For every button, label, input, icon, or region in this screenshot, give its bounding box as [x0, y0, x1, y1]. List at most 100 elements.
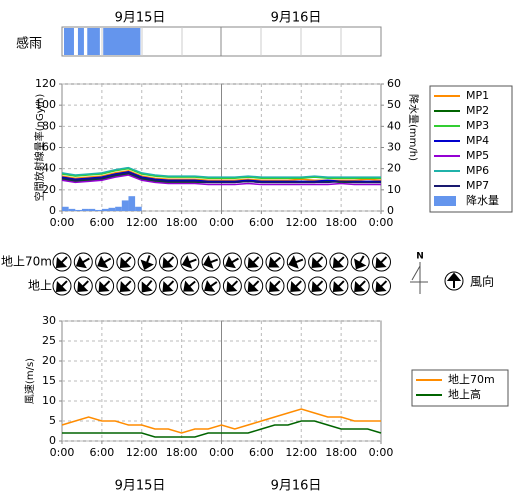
- x-tick-label: 0:00: [369, 216, 394, 229]
- y-tick-label: 40: [42, 162, 56, 175]
- y-tick-label: 5: [49, 414, 56, 427]
- wind-arrow: [183, 280, 196, 292]
- y-tick-label: 20: [42, 183, 56, 196]
- wind-arrow: [354, 280, 366, 293]
- series-line: [62, 420, 382, 438]
- series-line: [61, 408, 381, 434]
- legend-label: MP1: [466, 89, 489, 102]
- wind-arrow: [119, 280, 132, 293]
- x-tick-label: 12:00: [126, 446, 158, 459]
- north-label: N: [416, 252, 424, 262]
- precipitation-bar: [121, 200, 129, 211]
- y-tick-label: 0: [49, 434, 56, 447]
- x-tick-label: 0:00: [209, 216, 234, 229]
- wind-arrow: [226, 280, 239, 293]
- x-tick-label: 6:00: [249, 446, 274, 459]
- y2-tick-label: 60: [387, 77, 401, 90]
- x-tick-label: 18:00: [166, 216, 198, 229]
- wind-arrow: [247, 256, 260, 269]
- wind-legend-icon: [444, 271, 464, 291]
- wind-row-label: 地上: [28, 279, 52, 293]
- wind-arrow: [268, 256, 282, 268]
- rain-sense-dividers: [101, 27, 342, 56]
- legend-label: MP4: [466, 134, 489, 147]
- wind-arrow: [119, 256, 132, 269]
- rain-sense-segment: [87, 28, 100, 55]
- y-tick-label: 0: [49, 204, 56, 217]
- x-tick-label: 0:00: [209, 446, 234, 459]
- rain-sense-segment: [103, 28, 141, 55]
- x-tick-label: 6:00: [90, 446, 115, 459]
- x-tick-label: 0:00: [369, 446, 394, 459]
- legend-box: [411, 369, 509, 407]
- wind-arrow: [98, 280, 111, 293]
- x-tick-label: 18:00: [325, 216, 357, 229]
- wind-arrow: [203, 255, 219, 269]
- series-line: [61, 167, 381, 179]
- y2-tick-label: 30: [387, 141, 401, 154]
- wind-arrow: [332, 256, 345, 269]
- wind-arrow: [162, 256, 175, 269]
- y2-tick-label: 40: [387, 119, 401, 132]
- wind-arrow: [288, 255, 304, 269]
- wind-arrow: [181, 255, 197, 269]
- rain-sense-segment: [63, 28, 74, 55]
- wind-arrow: [55, 256, 68, 269]
- y-tick-label: 120: [35, 77, 56, 90]
- wind-arrow: [268, 280, 281, 293]
- date-label: 9月16日: [271, 479, 322, 494]
- x-tick-label: 12:00: [126, 216, 158, 229]
- wind-arrow: [224, 255, 239, 269]
- precipitation-bar: [68, 208, 76, 211]
- y2-axis-label: 降水量(mm/h): [407, 94, 420, 161]
- wind-arrow: [311, 280, 324, 293]
- wind-arrow: [247, 280, 260, 293]
- legend-label: MP7: [466, 179, 489, 192]
- wind-arrow: [162, 280, 175, 293]
- wind-arrow: [375, 280, 388, 293]
- y-tick-label: 15: [42, 374, 56, 387]
- precipitation-bar: [95, 209, 102, 211]
- x-tick-label: 6:00: [249, 216, 274, 229]
- y-tick-label: 30: [42, 314, 56, 327]
- precipitation-bar: [88, 208, 96, 211]
- precipitation-bar: [135, 206, 142, 211]
- date-label: 9月15日: [115, 11, 166, 26]
- wind-arrow: [332, 280, 345, 293]
- y-tick-label: 80: [42, 119, 56, 132]
- series-line: [61, 166, 381, 178]
- wind-arrow: [311, 256, 324, 269]
- y-tick-label: 20: [42, 354, 56, 367]
- y-axis-label: 空間放射線量率(nGy/h): [33, 94, 46, 202]
- y2-tick-label: 50: [387, 98, 401, 111]
- y-tick-label: 10: [42, 394, 56, 407]
- wind-arrow: [375, 256, 388, 269]
- precipitation-bar: [115, 206, 122, 211]
- date-label: 9月16日: [271, 11, 322, 26]
- x-tick-label: 18:00: [325, 446, 357, 459]
- precipitation-bar: [75, 209, 82, 211]
- rain-sense-label: 感雨: [16, 36, 42, 52]
- wind-arrow: [77, 280, 89, 293]
- y2-tick-label: 10: [387, 183, 401, 196]
- y2-tick-label: 20: [387, 162, 401, 175]
- precipitation-bar: [128, 196, 136, 211]
- wind-arrow: [97, 255, 112, 269]
- series-line: [61, 172, 381, 184]
- wind-arrow: [290, 280, 302, 293]
- wind-arrow: [354, 255, 367, 270]
- legend-label: 地上高: [448, 387, 481, 401]
- wind-arrow: [141, 279, 153, 293]
- wind-legend-label: 風向: [470, 274, 494, 289]
- x-tick-label: 0:00: [50, 446, 75, 459]
- precipitation-bar: [108, 207, 116, 211]
- y-tick-label: 100: [35, 98, 56, 111]
- y-axis-label: 風速(m/s): [24, 358, 36, 404]
- wind-arrow: [204, 280, 218, 292]
- wind-arrow: [55, 280, 68, 293]
- legend-label: MP6: [466, 164, 489, 177]
- series-line: [61, 171, 381, 183]
- y-tick-label: 60: [42, 141, 56, 154]
- x-tick-label: 18:00: [166, 446, 198, 459]
